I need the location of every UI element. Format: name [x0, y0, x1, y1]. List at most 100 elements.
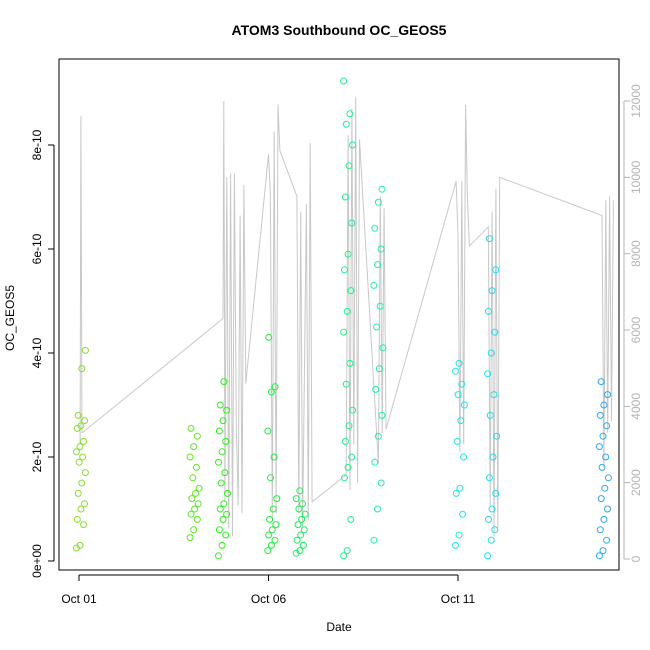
data-point [292, 495, 300, 503]
data-point [222, 437, 230, 445]
data-point [345, 422, 353, 430]
data-point [452, 489, 460, 497]
y-right-tick-label: 8000 [629, 240, 643, 267]
data-point [78, 365, 86, 373]
data-point [301, 510, 309, 518]
data-point [195, 484, 203, 492]
data-point [603, 536, 611, 544]
data-point [79, 453, 87, 461]
data-point [340, 328, 348, 336]
data-point [186, 453, 194, 461]
data-point [346, 359, 354, 367]
data-point [485, 474, 493, 482]
data-point [264, 427, 272, 435]
data-point [597, 495, 605, 503]
y-left-tick-label: 0e+00 [30, 544, 44, 578]
data-point [218, 448, 226, 456]
data-point [602, 453, 610, 461]
data-point [221, 469, 229, 477]
data-point [215, 427, 223, 435]
data-point [272, 521, 280, 529]
data-point [264, 547, 272, 555]
data-point [603, 422, 611, 430]
x-tick-label: Oct 01 [61, 592, 97, 606]
data-point [190, 526, 198, 534]
y-left-tick-label: 4e-10 [30, 337, 44, 368]
data-point [271, 536, 279, 544]
data-point [298, 515, 306, 523]
y-right-tick-label: 2000 [629, 469, 643, 496]
data-point [341, 437, 349, 445]
x-tick-label: Oct 11 [441, 592, 476, 606]
data-point [188, 495, 196, 503]
data-point [599, 432, 607, 440]
data-point [74, 411, 82, 419]
data-point [485, 235, 493, 243]
data-point [489, 453, 497, 461]
data-point [344, 463, 352, 471]
data-point [192, 489, 199, 497]
data-point [222, 531, 230, 539]
data-point [460, 453, 467, 461]
data-point [342, 120, 350, 128]
x-axis: Oct 01 Oct 06 Oct 11 [61, 574, 476, 606]
data-point [487, 536, 495, 544]
data-point [194, 500, 202, 508]
data-point [371, 458, 379, 466]
data-point [604, 391, 611, 399]
data-point [491, 526, 499, 534]
data-point [378, 411, 386, 419]
data-point [485, 307, 492, 315]
data-point [295, 505, 303, 513]
y-right-tick-label: 0 [629, 555, 643, 562]
data-point [457, 417, 465, 425]
data-point [215, 552, 222, 560]
data-point [484, 552, 492, 560]
data-point [342, 380, 350, 388]
data-point [348, 453, 356, 461]
altitude-track-layer [79, 97, 614, 537]
data-point [487, 349, 495, 357]
data-point [193, 515, 201, 523]
y-left-tick-label: 2e-10 [30, 441, 44, 472]
data-point [604, 505, 611, 513]
data-point [77, 505, 85, 513]
data-point [341, 474, 348, 482]
data-point [293, 536, 301, 544]
data-point [604, 474, 612, 482]
data-point [348, 219, 356, 227]
data-point [81, 346, 89, 354]
data-point [300, 526, 308, 534]
data-point [299, 500, 306, 508]
data-point [376, 302, 384, 310]
data-point [373, 323, 381, 331]
data-point [80, 437, 88, 445]
data-point [485, 515, 492, 523]
data-point [78, 479, 86, 487]
data-point [216, 401, 224, 409]
data-point [453, 437, 461, 445]
data-point [344, 250, 352, 258]
data-point [347, 287, 355, 295]
y-right-tick-label: 10000 [629, 160, 643, 194]
data-point [215, 458, 222, 466]
data-point [76, 541, 84, 549]
plot-box [58, 58, 620, 571]
data-point [456, 484, 464, 492]
data-point [340, 552, 348, 560]
data-point [268, 526, 276, 534]
data-point [186, 534, 194, 542]
data-point [77, 422, 85, 430]
data-point [371, 224, 379, 232]
data-point [271, 383, 279, 391]
data-point [375, 365, 383, 373]
data-point [451, 367, 459, 375]
data-point [374, 198, 382, 206]
data-point [297, 531, 305, 539]
data-point [266, 515, 274, 523]
data-point [267, 541, 275, 549]
data-point [488, 287, 496, 295]
data-point [220, 378, 228, 386]
data-point [269, 505, 277, 513]
data-point [216, 505, 224, 513]
